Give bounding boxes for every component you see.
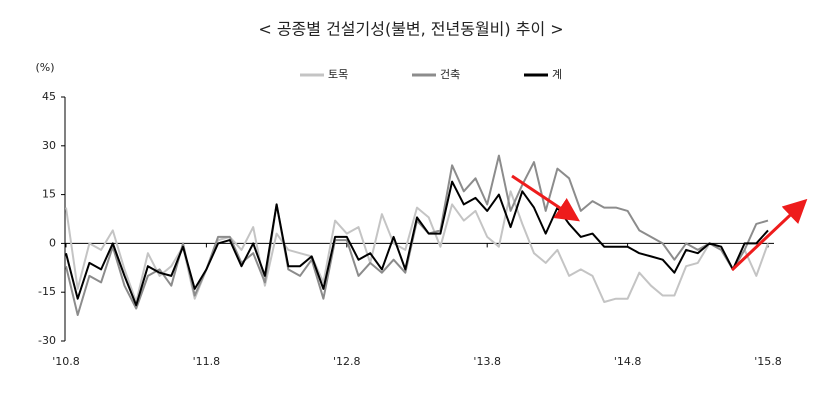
annotation-arrows: [511, 174, 808, 272]
legend: 토목 건축 계: [300, 68, 562, 81]
legend-label: 계: [552, 68, 562, 81]
y-tick-label: 45: [42, 90, 56, 103]
x-tick-label: '13.8: [473, 355, 501, 368]
y-tick-label: -15: [38, 285, 56, 298]
series-line: [65, 180, 769, 307]
x-tick-label: '10.8: [52, 355, 80, 368]
y-axis-label: (%): [35, 61, 54, 74]
y-tick-label: 0: [49, 236, 56, 249]
y-tick-label: -30: [38, 334, 56, 347]
x-tick-label: '15.8: [754, 355, 782, 368]
x-tick-label: '12.8: [333, 355, 361, 368]
x-tick-label: '11.8: [193, 355, 221, 368]
plot-area: -30 -15 0 15 30 45 '10.8 '11.8 '12.8 '13.8 '14.8 '1…: [38, 90, 782, 368]
y-tick-label: 30: [42, 139, 56, 152]
series-line: [65, 154, 769, 316]
arrow: [511, 174, 580, 222]
chart-title: < 공종별 건설기성(불변, 전년동월비) 추이 >: [258, 20, 563, 39]
legend-label: 토목: [328, 68, 348, 81]
y-tick-label: 15: [42, 188, 56, 201]
x-tick-label: '14.8: [614, 355, 642, 368]
arrow: [730, 198, 808, 272]
legend-label: 건축: [440, 68, 460, 81]
